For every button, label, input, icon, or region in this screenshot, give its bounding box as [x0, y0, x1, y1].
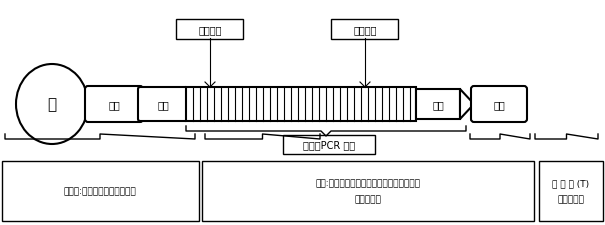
FancyBboxPatch shape	[331, 20, 398, 40]
Bar	[416, 90, 460, 119]
FancyBboxPatch shape	[283, 135, 375, 154]
FancyBboxPatch shape	[138, 88, 188, 122]
Text: 基团: 基团	[157, 99, 169, 110]
Text: 固定的抗体: 固定的抗体	[558, 195, 584, 204]
Text: 上游引物: 上游引物	[353, 25, 377, 35]
Text: 样品：PCR 扩增: 样品：PCR 扩增	[303, 139, 355, 149]
FancyBboxPatch shape	[539, 161, 603, 221]
FancyBboxPatch shape	[85, 87, 143, 122]
FancyBboxPatch shape	[2, 161, 199, 221]
FancyBboxPatch shape	[176, 20, 243, 40]
Text: 抗体: 抗体	[493, 99, 505, 110]
Text: 引物:上游引物和下游引物分别由不同化学基: 引物:上游引物和下游引物分别由不同化学基	[315, 179, 420, 188]
Text: 基团: 基团	[432, 99, 444, 110]
Text: 抗体: 抗体	[108, 99, 120, 110]
Text: 下游引物: 下游引物	[198, 25, 222, 35]
FancyBboxPatch shape	[202, 161, 534, 221]
Text: 团进行标记: 团进行标记	[355, 195, 381, 204]
Polygon shape	[460, 90, 474, 119]
Bar	[186, 88, 416, 122]
Text: 金标垫:胶体金标记固定的抗体: 金标垫:胶体金标记固定的抗体	[64, 187, 136, 196]
Text: 检 测 线 (T): 检 测 线 (T)	[552, 179, 589, 188]
FancyBboxPatch shape	[471, 87, 527, 122]
Text: 金: 金	[47, 97, 56, 112]
